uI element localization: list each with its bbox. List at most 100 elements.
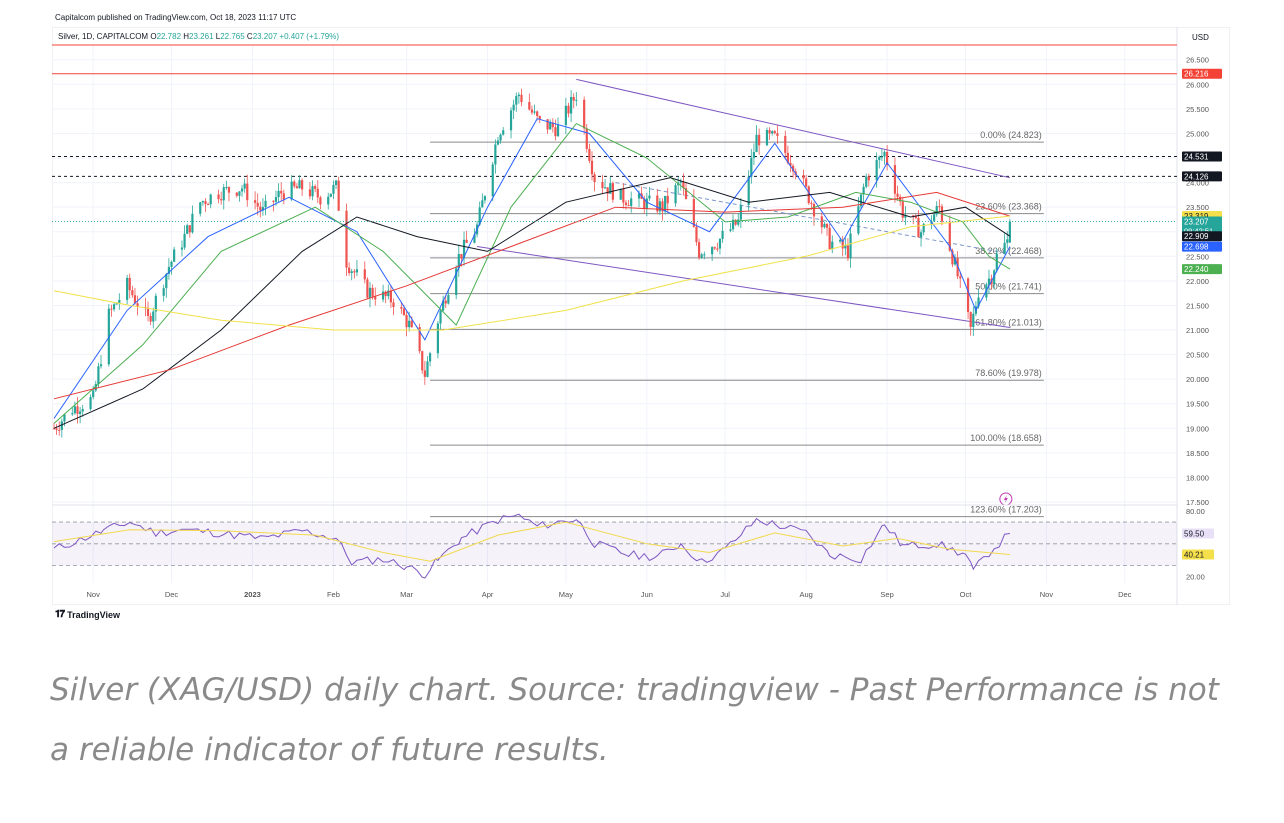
candle: [867, 176, 870, 181]
candle: [52, 428, 56, 430]
fib-label: 100.00% (18.658): [970, 433, 1042, 443]
candle: [290, 181, 293, 200]
candle: [666, 195, 669, 204]
candle: [483, 196, 487, 201]
candle: [912, 215, 915, 217]
candle: [217, 194, 220, 200]
candle: [154, 295, 157, 312]
chart-frame[interactable]: Silver, 1D, CAPITALCOM O22.782 H23.261 L…: [52, 27, 1230, 605]
candle: [76, 406, 79, 414]
candle: [773, 131, 776, 134]
candle: [987, 278, 991, 285]
candle: [465, 239, 468, 243]
candle: [89, 397, 92, 410]
candle: [679, 181, 682, 183]
candle: [311, 186, 314, 197]
ohlc-value: 23.261: [189, 32, 216, 41]
candle: [118, 299, 121, 304]
candle: [875, 160, 878, 181]
candle: [622, 188, 625, 203]
candle: [878, 156, 881, 161]
channel-upper: [576, 78, 1010, 179]
candle: [512, 104, 515, 111]
candle: [371, 287, 374, 297]
candle: [546, 119, 549, 130]
candle: [204, 201, 207, 205]
candle: [81, 409, 84, 412]
candle: [624, 202, 628, 205]
candle: [846, 245, 850, 259]
y-tick-label: 19.500: [1186, 400, 1209, 409]
candle: [337, 180, 340, 211]
candle: [619, 188, 622, 200]
candle: [880, 156, 883, 158]
candle: [188, 225, 191, 233]
candle: [812, 204, 816, 217]
candle: [627, 204, 630, 206]
candle: [917, 217, 920, 238]
ohlc-value: 22.782: [157, 32, 184, 41]
candle: [112, 304, 116, 310]
currency-label: USD: [1192, 33, 1209, 42]
price-label-box: [1182, 216, 1222, 236]
fib-label: 78.60% (19.978): [975, 368, 1042, 378]
candle: [588, 148, 591, 161]
price-label-text: 22.909: [1184, 232, 1209, 241]
candle-last: [1008, 221, 1011, 243]
candle: [575, 99, 578, 101]
price-label-box: [1182, 231, 1222, 242]
candle: [110, 308, 113, 310]
candle: [674, 185, 677, 204]
candle: [901, 201, 904, 218]
candle: [447, 295, 450, 304]
candle: [1003, 242, 1006, 254]
candle: [201, 201, 204, 203]
candle: [538, 116, 541, 120]
rsi-y-tick: 20.00: [1186, 572, 1205, 581]
candle: [384, 291, 387, 297]
y-tick-label: 22.000: [1186, 277, 1209, 286]
candle: [637, 193, 641, 199]
candle: [585, 128, 588, 149]
candle: [392, 302, 395, 307]
candle: [460, 253, 463, 259]
candle: [165, 273, 168, 289]
candle: [256, 202, 259, 207]
candle: [700, 254, 703, 258]
candle: [60, 421, 63, 430]
price-label-text: 24.126: [1184, 172, 1209, 181]
publish-info: Capitalcom published on TradingView.com,…: [55, 13, 297, 22]
candle: [750, 157, 753, 177]
price-label-box: [1182, 68, 1222, 79]
candle: [993, 270, 996, 285]
candle: [752, 152, 756, 158]
price-label-text: 24.531: [1184, 152, 1209, 161]
candle: [332, 184, 335, 194]
candle: [820, 216, 823, 228]
candle: [590, 160, 594, 175]
y-tick-label: 21.500: [1186, 301, 1209, 310]
figure-caption: Silver (XAG/USD) daily chart. Source: tr…: [50, 672, 1219, 768]
moving-average-line: [53, 191, 1011, 400]
candle: [530, 109, 534, 113]
candle: [914, 215, 917, 218]
candle: [491, 164, 494, 197]
candle: [170, 261, 173, 267]
candle: [199, 202, 202, 214]
candle: [509, 110, 513, 131]
candle: [737, 219, 740, 225]
fib-label: 23.60% (23.368): [975, 202, 1042, 212]
moving-average-line: [53, 118, 1011, 419]
candle: [656, 195, 659, 212]
candle: [692, 199, 695, 227]
candle: [348, 267, 351, 274]
candle: [966, 278, 970, 313]
candle: [789, 162, 792, 166]
candle: [828, 227, 831, 249]
candle: [149, 315, 152, 322]
candle: [520, 94, 523, 103]
candle: [768, 130, 771, 134]
chart-svg[interactable]: Silver, 1D, CAPITALCOM O22.782 H23.261 L…: [52, 27, 1230, 605]
candle: [922, 223, 925, 233]
candle: [277, 190, 280, 198]
